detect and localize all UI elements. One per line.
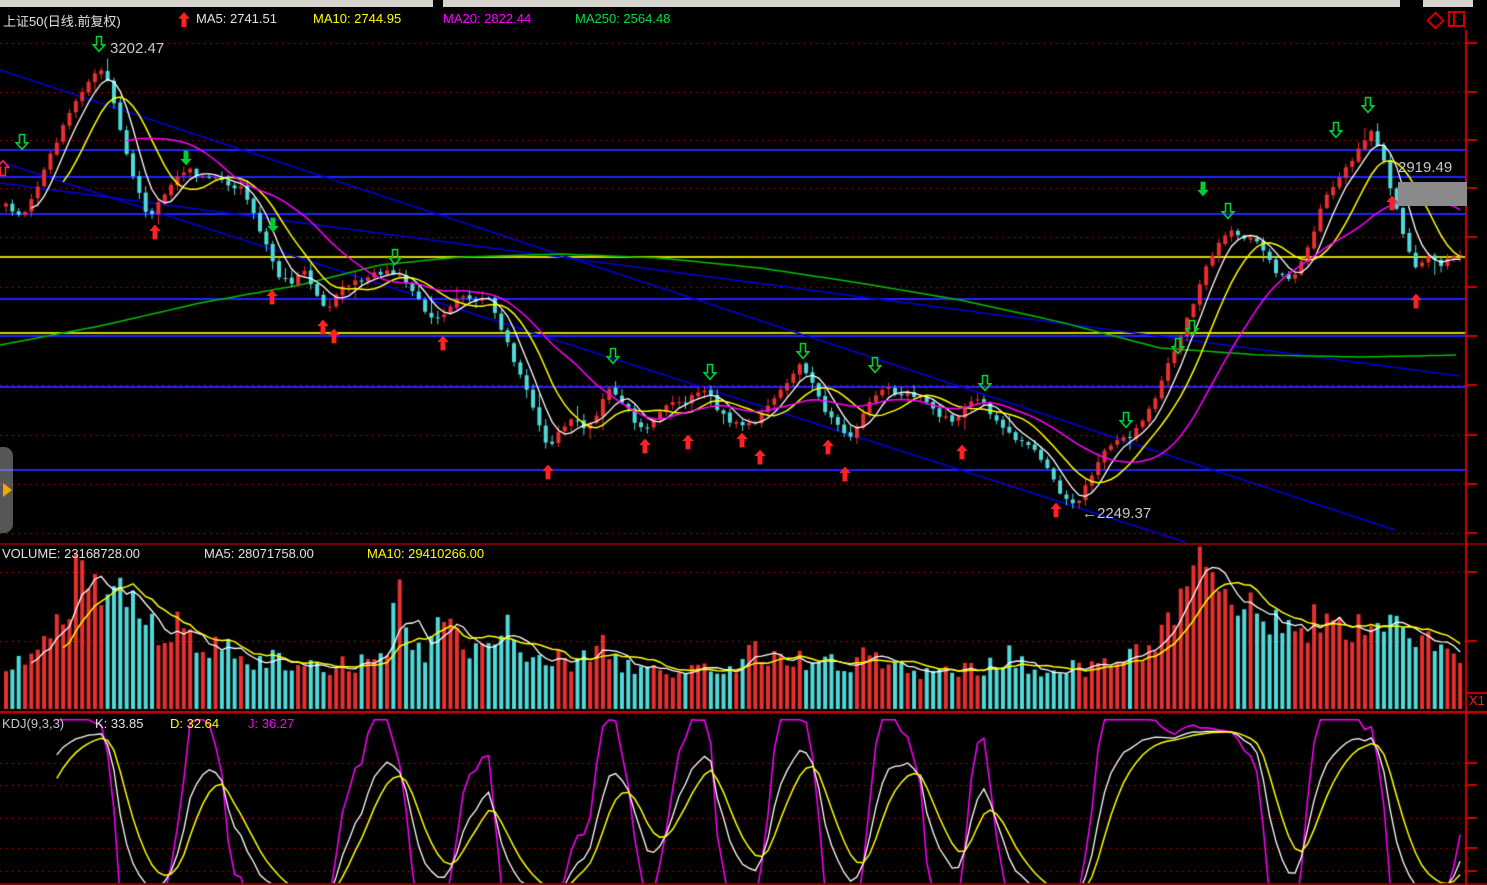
ma20-value: MA20: 2822.44 (443, 11, 532, 26)
sell-signal-arrow-outline (1329, 121, 1343, 139)
kdj-k-value: K: 33.85 (95, 716, 144, 731)
sell-signal-arrow-outline (1221, 202, 1235, 220)
buy-signal-arrow (436, 334, 450, 352)
buy-signal-arrow (735, 431, 749, 449)
buy-signal-arrow (1385, 194, 1399, 212)
sell-signal-arrow-outline (868, 356, 882, 374)
chart-title: 上证50(日线.前复权) (3, 14, 121, 29)
buy-signal-arrow (821, 438, 835, 456)
sell-signal-arrow (1196, 180, 1210, 198)
axis-mode-button[interactable]: X1 (1469, 693, 1485, 708)
buy-signal-arrow (1049, 501, 1063, 519)
volume-ma10-value: MA10: 29410266.00 (367, 546, 485, 561)
kdj-j-value: J: 36.27 (248, 716, 295, 731)
titlebar-fragment (1423, 0, 1473, 7)
low-price-label: ←2249.37 (1082, 505, 1152, 522)
kdj-label: KDJ(9,3,3) (2, 716, 65, 731)
ma250-value: MA250: 2564.48 (575, 11, 671, 26)
ma5-value: MA5: 2741.51 (196, 11, 277, 26)
buy-signal-arrow (327, 327, 341, 345)
sell-signal-arrow-outline (92, 35, 106, 53)
buy-signal-arrow (148, 223, 162, 241)
peak-price-label: 3202.47 (110, 40, 165, 57)
right-axis-price-label: 2919.49 (1398, 159, 1453, 176)
sell-signal-arrow-outline (15, 133, 29, 151)
sell-signal-arrow-outline (1361, 96, 1375, 114)
split-window-icon[interactable] (1448, 11, 1465, 27)
sell-signal-arrow-outline (388, 248, 402, 266)
sell-signal-arrow-outline (1185, 319, 1199, 337)
red-up-arrow-icon (178, 12, 190, 32)
buy-signal-arrow-outline (0, 159, 10, 177)
sell-signal-arrow-outline (796, 342, 810, 360)
volume-value: VOLUME: 23168728.00 (2, 546, 141, 561)
split-window-icon-divider (1453, 13, 1455, 25)
volume-ma5-value: MA5: 28071758.00 (204, 546, 314, 561)
buy-signal-arrow (681, 433, 695, 451)
buy-signal-arrow (316, 318, 330, 336)
sell-signal-arrow-outline (606, 347, 620, 365)
buy-signal-arrow (955, 443, 969, 461)
panel-expander-tab[interactable] (0, 447, 13, 533)
price-highlight-box (1398, 182, 1467, 206)
buy-signal-arrow (638, 437, 652, 455)
buy-signal-arrow (265, 288, 279, 306)
titlebar-fragment (0, 0, 433, 7)
kdj-d-value: D: 32.64 (170, 716, 220, 731)
expand-arrow-icon (3, 483, 12, 497)
sell-signal-arrow-outline (703, 363, 717, 381)
sell-signal-arrow (179, 149, 193, 167)
titlebar-fragment (443, 0, 1400, 7)
buy-signal-arrow (1409, 292, 1423, 310)
sell-signal-arrow-outline (1171, 337, 1185, 355)
ma10-value: MA10: 2744.95 (313, 11, 402, 26)
sell-signal-arrow-outline (978, 374, 992, 392)
buy-signal-arrow (838, 465, 852, 483)
sell-signal-arrow (266, 216, 280, 234)
sell-signal-arrow-outline (1119, 411, 1133, 429)
buy-signal-arrow (753, 448, 767, 466)
buy-signal-arrow (541, 463, 555, 481)
